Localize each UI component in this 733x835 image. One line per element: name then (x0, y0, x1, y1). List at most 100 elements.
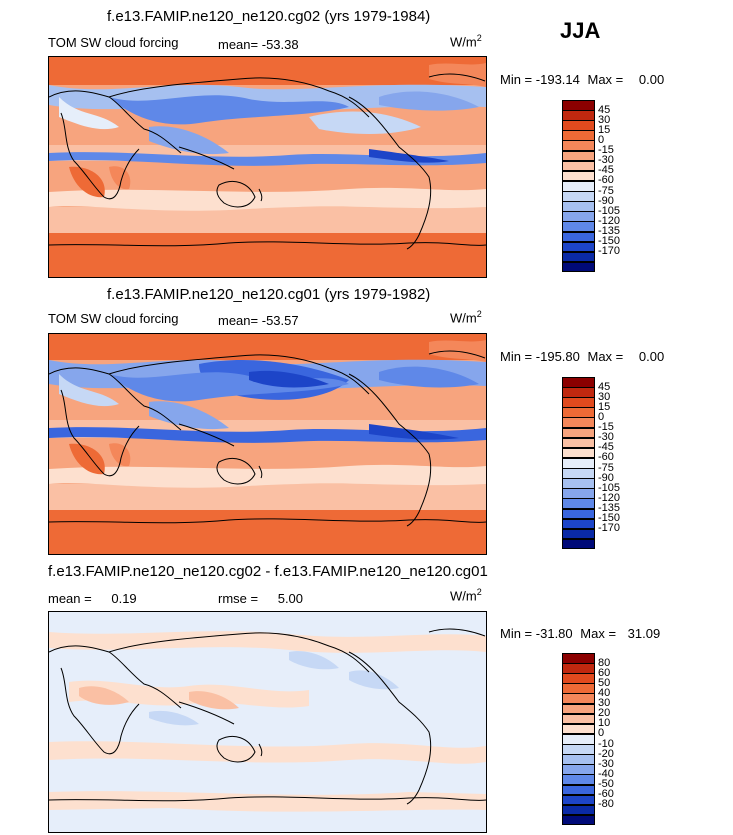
colorbar-swatch (562, 693, 595, 705)
panel1-title: f.e13.FAMIP.ne120_ne120.cg02 (yrs 1979-1… (107, 8, 431, 25)
colorbar-tick-label: -10 (598, 737, 614, 750)
colorbar-swatch (562, 251, 595, 263)
colorbar-tick-label: 30 (598, 390, 611, 403)
panel1-mean-label: mean= (218, 37, 259, 52)
panel1-field (49, 57, 486, 277)
colorbar-tick-label: 80 (598, 656, 611, 669)
panel2-units: W/m2 (450, 309, 482, 325)
panel2-title: f.e13.FAMIP.ne120_ne120.cg01 (yrs 1979-1… (107, 286, 431, 303)
panel2-colorbar: 45 30 15 0 -15 -30 -45 -60 -75 -90 -105 -120 -135 -15… (562, 377, 642, 550)
panel3-title: f.e13.FAMIP.ne120_ne120.cg02 - f.e13.FAM… (48, 563, 488, 580)
panel1-map (48, 56, 487, 278)
colorbar-swatch (562, 387, 595, 398)
colorbar-tick-label: -135 (598, 502, 621, 515)
panel3-colorbar: 80 60 50 40 30 20 10 0 -10 -20 -30 -40 -50 -60 -80 (562, 653, 642, 826)
colorbar-tick-label: -50 (598, 778, 614, 791)
colorbar-tick-label: 50 (598, 676, 611, 689)
colorbar-tick-label: 40 (598, 686, 611, 699)
colorbar-swatch (562, 140, 595, 152)
colorbar-tick-label: -30 (598, 757, 614, 770)
colorbar-swatch (562, 221, 595, 233)
panel3-mean-label: mean = (48, 591, 92, 606)
panel2-min-value: -195.80 (535, 349, 580, 364)
panel3-min-value: -31.80 (535, 626, 573, 641)
panel2-mean-value: -53.57 (261, 313, 299, 328)
colorbar-swatch (562, 427, 595, 439)
panel3-map-svg (49, 612, 486, 832)
panel2-map (48, 333, 487, 555)
colorbar-tick-label: -150 (598, 235, 621, 248)
colorbar-tick-label: -30 (598, 431, 614, 444)
panel1-colorbar: 45 30 15 0 -15 -30 -45 -60 -75 -90 -105 -120 -135 -15… (562, 100, 642, 273)
colorbar-swatch (562, 180, 595, 192)
season-label: JJA (560, 18, 601, 43)
colorbar-tick-label: -120 (598, 214, 621, 227)
colorbar-swatch (562, 478, 595, 489)
panel1-min-label: Min = (500, 72, 533, 87)
colorbar-tick-label: 10 (598, 717, 611, 730)
panel2-mean: mean= -53.57 (218, 313, 299, 328)
colorbar-tick-label: -75 (598, 461, 614, 474)
colorbar-tick-label: 0 (598, 133, 605, 146)
colorbar-tick-label: -90 (598, 471, 614, 484)
colorbar-swatch (562, 528, 595, 540)
colorbar-swatch (562, 733, 595, 745)
colorbar-swatch (562, 417, 595, 429)
colorbar-swatch (562, 447, 595, 459)
colorbar-swatch (562, 784, 595, 796)
colorbar-swatch (562, 713, 595, 725)
colorbar-tick-label: -170 (598, 245, 621, 258)
colorbar-tick-label: 30 (598, 697, 611, 710)
colorbar-tick-label: -20 (598, 747, 614, 760)
panel2-coastlines (49, 350, 486, 527)
panel3-rmse-label: rmse = (218, 591, 259, 606)
colorbar-swatch (562, 468, 595, 479)
colorbar-swatch (562, 191, 595, 202)
panel1-map-svg (49, 57, 486, 277)
colorbar-swatch (562, 804, 595, 816)
colorbar-tick-label: 15 (598, 123, 611, 136)
colorbar-swatch (562, 774, 595, 786)
colorbar-swatch (562, 170, 595, 182)
colorbar-swatch (562, 437, 595, 449)
colorbar-tick-label: 0 (598, 410, 605, 423)
colorbar-swatch (562, 663, 595, 674)
panel2-min-label: Min = (500, 349, 533, 364)
panel3-min-label: Min = (500, 626, 533, 641)
panel2-max-value: 0.00 (638, 349, 665, 364)
colorbar-tick-label: -170 (598, 522, 621, 535)
colorbar-swatch (562, 457, 595, 469)
colorbar-swatch (562, 498, 595, 510)
colorbar-swatch (562, 201, 595, 212)
colorbar-tick-label: -150 (598, 512, 621, 525)
panel2-field (49, 334, 486, 554)
panel2-units-sup: 2 (476, 309, 482, 319)
panel1-units-prefix: W/m (450, 34, 477, 50)
colorbar-swatch (562, 150, 595, 162)
panel2-minmax: Min = -195.80 Max = 0.00 (500, 349, 664, 364)
colorbar-tick-label: -60 (598, 788, 614, 801)
colorbar-tick-label: 45 (598, 380, 611, 393)
colorbar-swatch (562, 120, 595, 131)
colorbar-tick-label: -90 (598, 194, 614, 207)
colorbar-swatch (562, 764, 595, 775)
colorbar-swatch (562, 703, 595, 715)
colorbar-swatch (562, 160, 595, 172)
colorbar-swatch (562, 673, 595, 684)
colorbar-tick-label: 60 (598, 666, 611, 679)
panel1-units-sup: 2 (476, 33, 482, 43)
colorbar-swatch (562, 100, 595, 111)
panel2-units-prefix: W/m (450, 310, 477, 326)
colorbar-swatch (562, 231, 595, 243)
panel3-minmax: Min = -31.80 Max = 31.09 (500, 626, 660, 641)
colorbar-swatch (562, 518, 595, 530)
panel3-max-value: 31.09 (627, 626, 661, 641)
panel3-mean-value: 0.19 (111, 591, 137, 606)
panel1-units: W/m2 (450, 33, 482, 49)
panel3-rmse: rmse = 5.00 (218, 591, 303, 606)
colorbar-tick-label: 45 (598, 103, 611, 116)
colorbar-swatch (562, 130, 595, 141)
panel1-mean: mean= -53.38 (218, 37, 299, 52)
colorbar-tick-label: -60 (598, 451, 614, 464)
colorbar-swatch (562, 538, 595, 550)
